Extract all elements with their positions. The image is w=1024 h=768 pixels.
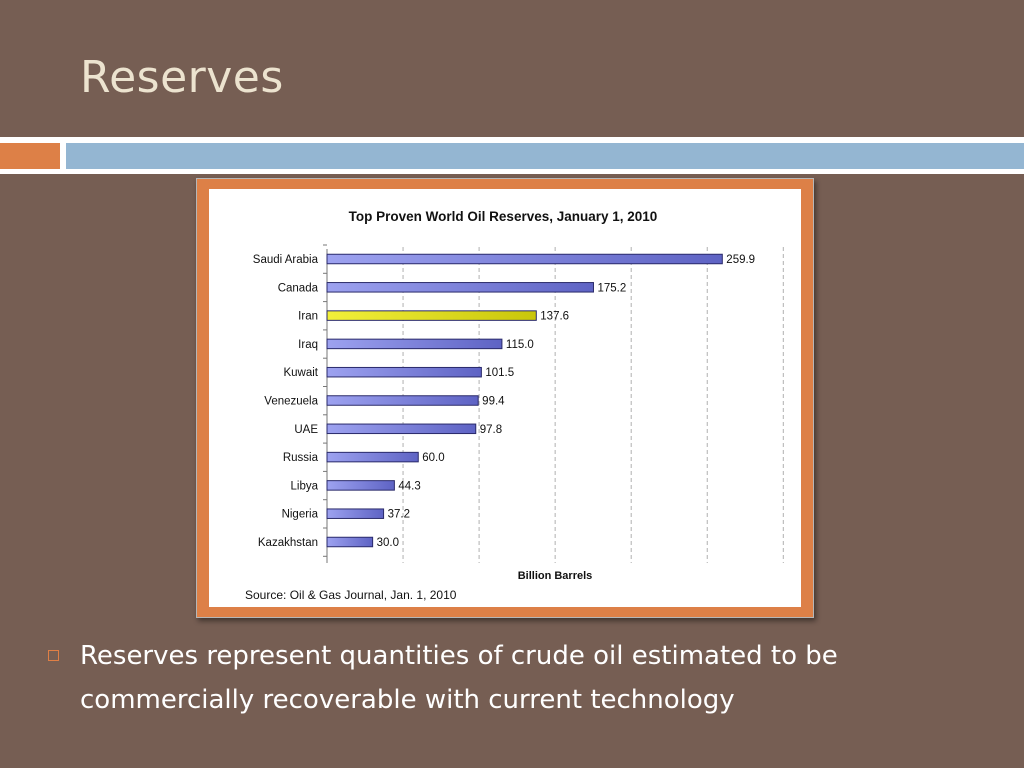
- category-label: Saudi Arabia: [253, 254, 319, 266]
- bar: [326, 253, 723, 265]
- chart-frame: Top Proven World Oil Reserves, January 1…: [196, 178, 814, 618]
- divider-orange-accent: [0, 143, 60, 169]
- category-label: Libya: [291, 480, 319, 492]
- data-label: 115.0: [506, 339, 534, 351]
- data-label: 101.5: [485, 367, 514, 379]
- data-label: 137.6: [540, 311, 569, 323]
- category-label: Nigeria: [282, 509, 319, 521]
- bar: [326, 395, 479, 406]
- category-label: Iran: [298, 311, 318, 323]
- bar: [326, 480, 395, 491]
- category-label: Venezuela: [264, 396, 318, 408]
- square-bullet-icon: [48, 650, 59, 661]
- data-label: 99.4: [482, 396, 505, 408]
- category-label: Canada: [278, 282, 319, 294]
- bar: [326, 282, 594, 293]
- data-label: 30.0: [377, 537, 399, 549]
- divider-blue-accent: [66, 143, 1024, 169]
- bar: [326, 338, 503, 350]
- category-label: Kazakhstan: [258, 537, 318, 549]
- bar: [326, 423, 477, 435]
- category-label: UAE: [294, 424, 318, 436]
- bar: [326, 536, 374, 548]
- category-label: Russia: [283, 452, 319, 464]
- oil-reserves-bar-chart: Top Proven World Oil Reserves, January 1…: [253, 209, 784, 582]
- chart-source-note: Source: Oil & Gas Journal, Jan. 1, 2010: [245, 588, 457, 602]
- data-label: 175.2: [597, 282, 626, 294]
- data-label: 97.8: [480, 424, 502, 436]
- bar: [326, 508, 385, 519]
- category-label: Kuwait: [283, 367, 318, 379]
- bullet-list: Reserves represent quantities of crude o…: [48, 634, 988, 722]
- bar-highlighted: [326, 310, 537, 321]
- bullet-text: Reserves represent quantities of crude o…: [80, 641, 838, 715]
- bar: [326, 451, 419, 463]
- chart-title: Top Proven World Oil Reserves, January 1…: [349, 209, 658, 224]
- category-label: Iraq: [298, 339, 318, 351]
- slide-title: Reserves: [80, 52, 284, 103]
- data-label: 44.3: [398, 480, 420, 492]
- chart-panel: Top Proven World Oil Reserves, January 1…: [209, 189, 801, 607]
- bullet-item: Reserves represent quantities of crude o…: [48, 634, 988, 722]
- x-axis-label: Billion Barrels: [518, 570, 593, 582]
- data-label: 259.9: [726, 254, 755, 266]
- bar: [326, 366, 482, 378]
- data-label: 37.2: [388, 509, 410, 521]
- data-label: 60.0: [422, 452, 444, 464]
